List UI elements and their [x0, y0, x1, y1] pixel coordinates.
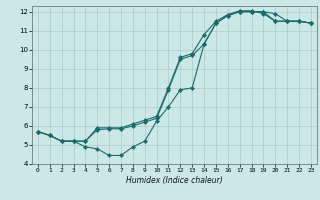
X-axis label: Humidex (Indice chaleur): Humidex (Indice chaleur) — [126, 176, 223, 185]
